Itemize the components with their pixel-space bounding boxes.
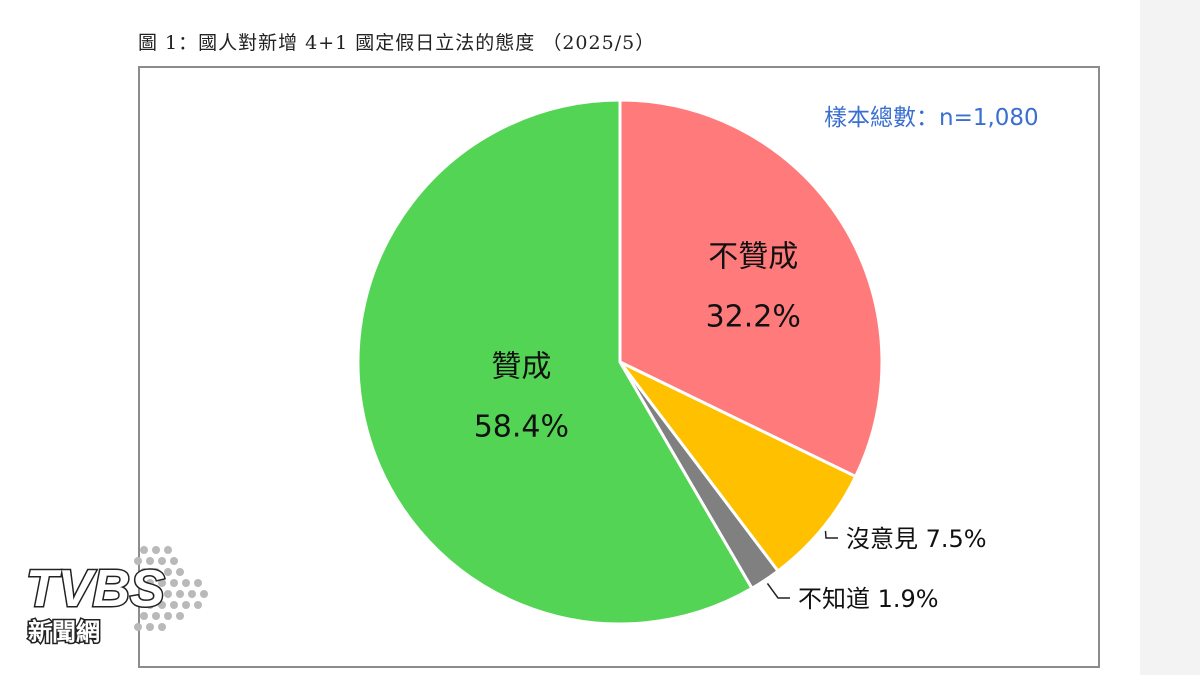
logo-dot-pattern [134,546,208,631]
chart-frame [138,66,1100,668]
slice-label-disagree: 不贊成 [708,240,798,275]
chart-caption: 圖 1：國人對新增 4+1 國定假日立法的態度 （2025/5） [138,32,656,54]
slice-value-disagree: 32.2% [706,300,801,335]
leader-line-dont-know [766,582,790,599]
slice-value-agree: 58.4% [474,410,569,445]
right-margin-strip [1140,0,1200,675]
slice-label-agree: 贊成 [491,350,551,385]
leader-line-no-opinion [824,530,838,539]
sample-size-label: 樣本總數：n=1,080 [824,105,1039,131]
tvbs-logo: TVBS 新聞網 [25,546,208,648]
pie-slice-disagree [618,98,884,479]
pie-slice-no-opinion [618,360,858,574]
pie-slice-agree [356,98,755,626]
logo-wordmark: TVBS [26,560,165,618]
logo-subtext: 新聞網 [28,618,100,646]
slice-callout-no-opinion: 沒意見 7.5% [846,525,987,553]
slice-callout-dont-know: 不知道 1.9% [798,585,939,613]
